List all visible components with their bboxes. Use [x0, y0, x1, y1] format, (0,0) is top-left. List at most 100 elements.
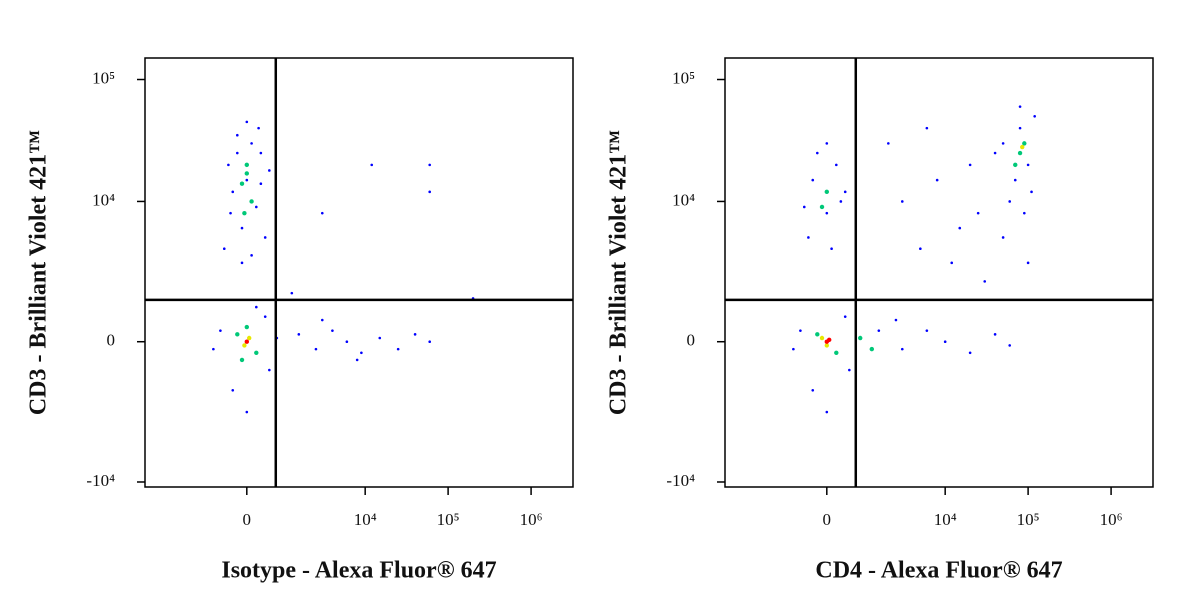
data-point	[943, 340, 947, 344]
data-point	[236, 151, 239, 155]
data-point	[993, 151, 997, 155]
data-point	[1026, 261, 1030, 265]
data-point	[1020, 144, 1025, 150]
data-point	[222, 247, 226, 251]
data-point	[255, 305, 258, 309]
data-point	[1008, 344, 1011, 347]
data-point	[925, 329, 929, 332]
data-point	[848, 368, 851, 372]
data-point	[958, 226, 962, 230]
x-axis-title: CD4 - Alexa Fluor® 647	[815, 558, 1062, 584]
data-point	[355, 358, 359, 362]
data-point	[244, 171, 250, 176]
data-point	[413, 333, 417, 336]
data-point	[1018, 126, 1022, 130]
data-point	[843, 315, 847, 318]
data-point	[824, 189, 830, 195]
data-point	[1008, 200, 1011, 203]
data-point	[976, 211, 980, 215]
data-point	[843, 190, 847, 194]
data-point	[396, 347, 400, 351]
data-point	[212, 347, 215, 351]
x-tick-label: 0	[243, 510, 252, 529]
data-point	[428, 340, 431, 344]
data-point	[257, 126, 260, 130]
data-point	[877, 329, 881, 332]
data-point	[259, 182, 263, 186]
data-point	[239, 357, 245, 363]
y-tick-label: 10⁵	[92, 68, 115, 87]
x-tick-label: 10⁴	[354, 510, 377, 529]
data-point	[242, 210, 247, 216]
data-point	[811, 389, 815, 392]
x-axis-title: Isotype - Alexa Fluor® 647	[221, 558, 496, 584]
data-point	[263, 315, 267, 318]
data-point	[925, 126, 929, 130]
data-point	[219, 329, 222, 332]
data-point	[245, 410, 249, 414]
data-point	[816, 151, 819, 155]
data-point	[240, 261, 244, 265]
data-point	[1033, 114, 1036, 118]
data-point	[824, 343, 830, 348]
data-point	[244, 339, 250, 344]
y-axis-title: CD3 - Brilliant Violet 421™	[26, 130, 52, 415]
data-point	[314, 347, 318, 351]
data-point	[360, 351, 363, 355]
data-point	[244, 162, 250, 168]
data-point	[835, 163, 838, 167]
data-point	[887, 142, 890, 145]
data-point	[1018, 105, 1022, 108]
data-point	[819, 335, 825, 341]
x-tick-label: 0	[823, 510, 832, 529]
data-point	[900, 200, 904, 203]
data-point	[894, 318, 898, 322]
data-point	[825, 211, 829, 215]
plot-frame	[724, 57, 1154, 488]
data-point	[869, 346, 875, 352]
data-point	[242, 343, 247, 348]
data-point	[968, 351, 972, 355]
data-point	[428, 163, 431, 167]
x-tick-label: 10⁶	[520, 510, 543, 529]
y-tick-label: -10⁴	[86, 471, 115, 490]
data-point	[839, 200, 843, 203]
data-point	[819, 204, 825, 210]
data-point	[858, 335, 863, 341]
data-point	[249, 199, 254, 204]
data-point	[950, 261, 954, 265]
data-point	[825, 142, 829, 145]
data-point	[370, 163, 374, 167]
data-point	[250, 142, 253, 145]
data-point	[240, 226, 244, 230]
data-point	[263, 236, 267, 239]
data-point	[799, 329, 802, 332]
data-point	[268, 368, 271, 372]
data-point	[935, 178, 939, 182]
y-axis-title: CD3 - Brilliant Violet 421™	[606, 130, 632, 415]
data-point	[807, 236, 810, 239]
data-point	[815, 332, 820, 337]
x-tick-label: 10⁵	[1017, 510, 1040, 529]
plot-frame	[144, 57, 574, 488]
x-tick-label: 10⁶	[1100, 510, 1123, 529]
data-point	[1022, 141, 1027, 146]
data-point	[229, 211, 232, 215]
data-point	[834, 350, 839, 355]
data-point	[259, 151, 263, 155]
data-point	[247, 335, 252, 341]
x-tick-label: 10⁵	[437, 510, 460, 529]
data-point	[811, 178, 815, 182]
data-point	[1017, 150, 1023, 156]
data-point	[983, 280, 987, 283]
data-point	[378, 336, 382, 340]
data-point	[1013, 162, 1018, 168]
data-point	[1026, 163, 1030, 167]
data-point	[244, 324, 250, 330]
data-point	[1001, 142, 1005, 145]
data-point	[320, 318, 324, 322]
data-point	[320, 211, 324, 215]
data-point	[900, 347, 904, 351]
data-point	[345, 340, 349, 344]
